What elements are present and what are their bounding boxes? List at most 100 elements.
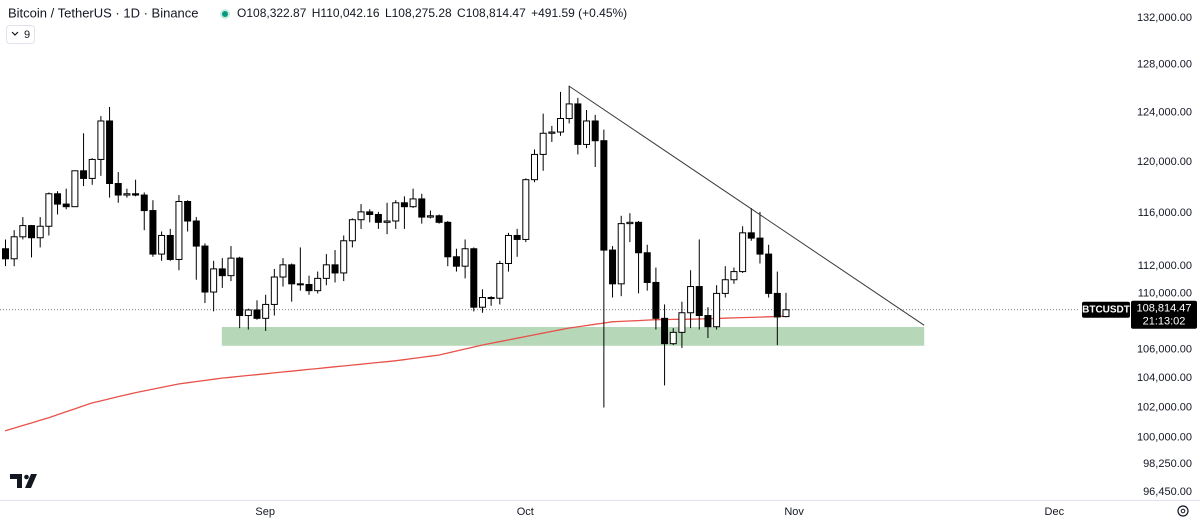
tradingview-logo bbox=[10, 474, 37, 488]
candle-body bbox=[45, 193, 53, 227]
settings-icon[interactable] bbox=[1177, 505, 1189, 517]
candle-body bbox=[513, 234, 521, 240]
ohlc-value: 108,275.28 bbox=[392, 6, 452, 20]
ohlc-value: 108,322.87 bbox=[246, 6, 306, 20]
candle-body bbox=[19, 225, 27, 238]
candle-body bbox=[548, 131, 556, 134]
candle-body bbox=[470, 248, 478, 308]
candle-body bbox=[487, 297, 495, 300]
candle-body bbox=[106, 120, 114, 185]
candle-body bbox=[392, 202, 400, 222]
candle-body bbox=[747, 232, 755, 239]
ohlc-label: H bbox=[312, 6, 321, 20]
symbol-badge bbox=[1082, 301, 1130, 318]
candle-body bbox=[730, 271, 738, 281]
candle-body bbox=[583, 120, 591, 145]
candle-body bbox=[366, 211, 374, 215]
y-tick-label: 132,000.00 bbox=[1137, 12, 1192, 24]
candle-body bbox=[609, 249, 617, 285]
candle-body bbox=[695, 286, 703, 317]
candle-body bbox=[418, 198, 426, 218]
candle-body bbox=[175, 200, 183, 260]
y-tick-label: 116,000.00 bbox=[1138, 207, 1192, 219]
candle-body bbox=[539, 132, 547, 155]
candle-body bbox=[140, 194, 148, 212]
candle-body bbox=[166, 234, 174, 260]
candle-body bbox=[62, 203, 70, 208]
candle-body bbox=[426, 215, 434, 218]
candle-body bbox=[28, 225, 36, 239]
candle-body bbox=[348, 219, 356, 242]
candle-body bbox=[218, 268, 226, 277]
candle-body bbox=[444, 221, 452, 258]
candle-body bbox=[158, 234, 166, 255]
candle-body bbox=[192, 220, 200, 247]
candle-body bbox=[54, 193, 62, 205]
candle-body bbox=[739, 232, 747, 273]
candle-body bbox=[409, 198, 417, 208]
candle-body bbox=[600, 140, 608, 251]
candle-body bbox=[643, 252, 651, 283]
ohlc-label: L bbox=[385, 6, 392, 20]
y-tick-label: 106,000.00 bbox=[1137, 343, 1192, 355]
candle-body bbox=[374, 213, 382, 223]
candle-body bbox=[2, 248, 9, 260]
candle-body bbox=[661, 317, 669, 345]
candle-body bbox=[496, 262, 504, 299]
y-tick-label: 110,000.00 bbox=[1138, 287, 1192, 299]
candle-body bbox=[36, 225, 44, 239]
indicator-toggle[interactable] bbox=[6, 25, 35, 44]
candle-body bbox=[782, 309, 790, 318]
chevron-icon bbox=[11, 31, 19, 36]
candle-body bbox=[704, 315, 712, 328]
ohlc-value: 108,814.47 bbox=[466, 6, 526, 20]
x-tick-label: Dec bbox=[1045, 506, 1065, 518]
candle-body bbox=[244, 309, 252, 317]
candle-body bbox=[184, 200, 192, 222]
candle-body bbox=[149, 210, 157, 255]
candle-body bbox=[721, 279, 729, 294]
candle-body bbox=[504, 234, 512, 264]
candle-body bbox=[97, 120, 105, 160]
candle-body bbox=[227, 257, 235, 277]
x-tick-label: Nov bbox=[784, 506, 804, 518]
candle-body bbox=[236, 257, 244, 317]
candle-body bbox=[574, 103, 582, 145]
support-zone bbox=[221, 327, 925, 346]
candle-body bbox=[626, 221, 634, 225]
candle-body bbox=[270, 276, 278, 305]
candle-body bbox=[678, 312, 686, 333]
candle-body bbox=[314, 277, 322, 292]
candle-body bbox=[132, 193, 140, 196]
candle-body bbox=[591, 120, 599, 142]
candle-body bbox=[652, 281, 660, 319]
candle-body bbox=[210, 268, 218, 293]
candle-body bbox=[80, 170, 88, 179]
ohlc-label: C bbox=[457, 6, 466, 20]
candle-body bbox=[71, 170, 79, 208]
candle-body bbox=[383, 220, 391, 223]
ohlc-legend: O108,322.87 H110,042.16 L108,275.28 C108… bbox=[237, 6, 627, 20]
candle-body bbox=[322, 264, 330, 279]
candle-body bbox=[253, 309, 261, 319]
candle-body bbox=[557, 118, 565, 133]
candle-body bbox=[635, 221, 643, 254]
indicator-count: 9 bbox=[24, 29, 30, 41]
candle-body bbox=[687, 286, 695, 314]
candle-body bbox=[765, 253, 773, 294]
trendline bbox=[568, 85, 925, 326]
candle-body bbox=[435, 215, 443, 223]
candle-body bbox=[756, 237, 764, 255]
y-tick-label: 96,450.00 bbox=[1143, 486, 1192, 498]
candle-body bbox=[114, 183, 122, 196]
y-tick-label: 112,000.00 bbox=[1138, 260, 1192, 272]
candle-body bbox=[669, 331, 677, 345]
ohlc-value: 110,042.16 bbox=[320, 6, 379, 20]
y-tick-label: 120,000.00 bbox=[1137, 156, 1192, 168]
chart-title[interactable]: Bitcoin / TetherUS · 1D · Binance bbox=[8, 5, 199, 20]
y-tick-label: 128,000.00 bbox=[1137, 58, 1192, 70]
candle-body bbox=[522, 179, 530, 240]
candle-body bbox=[461, 248, 469, 267]
